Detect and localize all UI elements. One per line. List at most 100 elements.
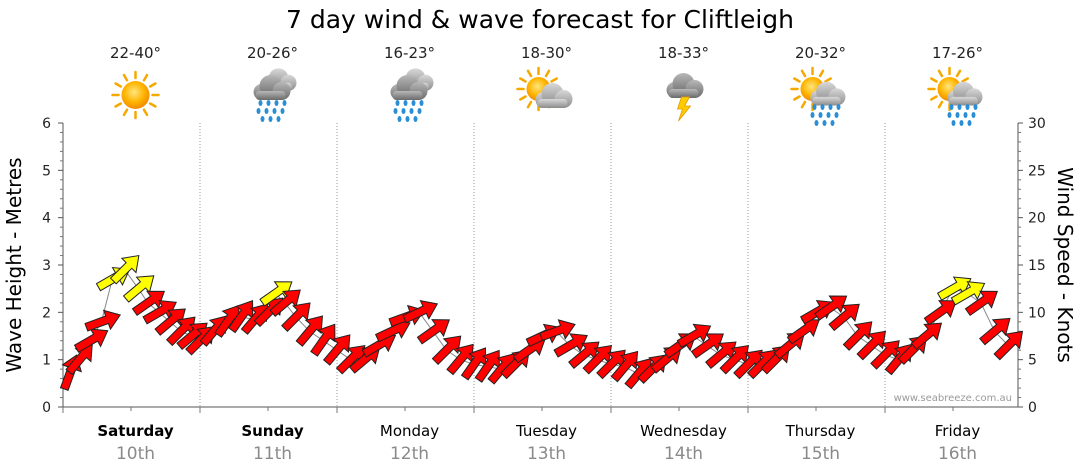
rain-drop	[256, 108, 261, 114]
day-date: 13th	[527, 444, 566, 464]
rain-drop	[820, 104, 825, 110]
day-name-wednesday: Wednesday	[640, 422, 727, 440]
wind-arrow-shape	[402, 300, 439, 324]
rain-drop	[272, 108, 277, 114]
left-tick-label: 3	[42, 258, 51, 274]
lightning-bolt	[676, 96, 692, 122]
wind-arrow	[310, 323, 336, 357]
day-date: 11th	[253, 444, 292, 464]
wind-arrow-shape	[814, 295, 848, 321]
right-axis-label: Wind Speed - Knots	[1053, 167, 1077, 363]
day-name-friday: Friday	[935, 422, 981, 440]
wind-arrow	[950, 281, 986, 306]
wind-arrow-shape	[856, 330, 887, 361]
wind-arrow	[281, 302, 311, 332]
wind-arrow	[610, 350, 639, 383]
cloud-part	[812, 96, 841, 106]
rain-drop	[282, 100, 287, 106]
left-tick-label: 4	[42, 211, 51, 227]
wind-arrow	[993, 330, 1024, 361]
wind-arrow	[402, 300, 439, 324]
sun-ray	[818, 69, 825, 78]
sun-ray	[148, 102, 157, 108]
right-tick-label: 10	[1028, 305, 1046, 321]
wind-arrow	[109, 254, 140, 285]
rain-drop	[957, 104, 962, 110]
wind-arrow-shape	[431, 335, 462, 366]
wind-arrow	[690, 333, 724, 359]
rain-drop	[413, 116, 418, 122]
rain-drop	[258, 100, 263, 106]
day-name-saturday: Saturday	[97, 422, 174, 440]
wind-arrow-shape	[993, 330, 1024, 361]
wind-arrow	[856, 330, 887, 361]
temperature-range: 18-30°	[521, 44, 572, 62]
wind-arrow	[676, 323, 712, 349]
weather-sunny-icon	[111, 70, 160, 120]
axes: 0 1 2 3 4 5 6 0 5 10 15 20 25 30	[42, 116, 1046, 416]
sun-ray	[526, 100, 533, 109]
left-tick-label: 5	[42, 163, 51, 179]
day-date: 10th	[116, 444, 155, 464]
temperature-range: 16-23°	[384, 44, 435, 62]
cloud-part	[255, 91, 286, 100]
sun-disc	[121, 81, 150, 109]
sun-ray	[937, 69, 944, 78]
rain-drop	[949, 104, 954, 110]
wind-arrow-shape	[416, 319, 450, 345]
day-header-monday: 16-23°	[384, 44, 435, 122]
temperature-range: 17-26°	[932, 44, 983, 62]
day-header-thursday: 20-32°	[790, 44, 846, 126]
temperature-range: 20-26°	[247, 44, 298, 62]
sun-ray	[793, 77, 801, 83]
rain-drop	[971, 112, 976, 118]
wind-arrow-shape	[310, 323, 336, 357]
rain-drop	[419, 100, 424, 106]
right-tick-label: 0	[1028, 400, 1037, 416]
wind-arrow	[84, 309, 122, 332]
rain-drop	[409, 108, 414, 114]
rain-drop	[403, 100, 408, 106]
sun-ray	[142, 73, 149, 82]
day-header-sunday: 20-26°	[247, 44, 298, 122]
wind-arrow-shape	[690, 333, 724, 359]
wind-arrow	[842, 321, 873, 351]
wave-height-path	[69, 268, 1009, 375]
sun-ray	[800, 100, 807, 109]
wind-arrow-shape	[950, 281, 986, 306]
weather-sun-showers-icon	[927, 66, 983, 126]
temperature-range: 18-33°	[658, 44, 709, 62]
wind-arrow	[131, 290, 165, 317]
wind-arrow	[539, 319, 576, 342]
weather-partly-cloudy-icon	[516, 66, 573, 112]
wind-arrow	[416, 319, 450, 345]
wind-arrow-shape	[281, 302, 311, 332]
day-weather-headers: 22-40° 20-26° 16-23° 18-30° 18-33° 20-32° 17-2…	[110, 44, 983, 126]
rain-drop	[405, 116, 410, 122]
wind-arrow-shape	[923, 300, 957, 326]
wind-arrow-shape	[553, 333, 588, 358]
rain-drop	[818, 112, 823, 118]
rain-drop	[826, 112, 831, 118]
rain-drop	[959, 120, 964, 126]
right-tick-label: 25	[1028, 163, 1046, 179]
sun-ray	[930, 95, 938, 101]
wind-arrows	[59, 254, 1024, 391]
rain-drop	[973, 104, 978, 110]
weather-storm-icon	[666, 73, 704, 122]
rain-drop	[822, 120, 827, 126]
rain-drop	[395, 100, 400, 106]
wind-arrow-shape	[910, 322, 943, 351]
rain-drop	[260, 116, 265, 122]
day-labels: Saturday 10th Sunday 11th Monday 12th Tuesday 1…	[97, 422, 980, 464]
day-header-tuesday: 18-30°	[516, 44, 573, 112]
wind-arrow-shape	[109, 254, 140, 285]
sun-ray	[142, 108, 149, 117]
sun-ray	[930, 77, 938, 83]
sun-ray	[550, 77, 558, 83]
weather-rain-icon	[390, 68, 434, 122]
sun-ray	[544, 69, 551, 78]
rain-drop	[264, 108, 269, 114]
rain-drop	[830, 120, 835, 126]
wind-arrow	[553, 333, 588, 358]
